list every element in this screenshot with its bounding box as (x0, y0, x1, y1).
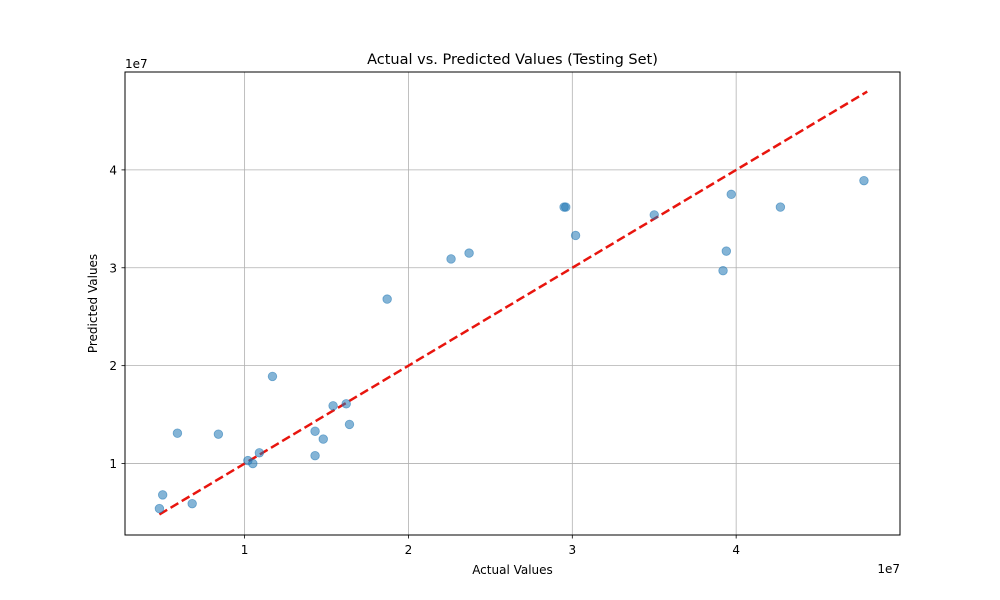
data-point (318, 434, 328, 444)
data-point (341, 399, 351, 409)
data-point (254, 448, 265, 458)
ticks-layer: 1 2 3 4 1 2 3 4 (109, 163, 740, 557)
points-layer (154, 175, 869, 514)
data-point (328, 401, 338, 411)
plot-frame (124, 71, 901, 536)
data-point (570, 230, 581, 241)
data-point (157, 490, 168, 500)
data-point (248, 458, 258, 469)
perfect-prediction-line (158, 90, 868, 516)
y-axis-offset-label: 1e7 (125, 57, 148, 71)
data-point (213, 429, 224, 439)
x-axis-offset-label: 1e7 (877, 562, 900, 576)
y-axis-title: Predicted Values (86, 254, 100, 353)
data-point (561, 202, 571, 212)
data-point (382, 294, 392, 304)
data-point (464, 248, 474, 258)
x-tick-label: 4 (732, 543, 740, 557)
data-point (718, 266, 728, 276)
data-point (726, 189, 736, 200)
data-point (154, 503, 165, 514)
reference-line-layer (158, 90, 868, 516)
data-point (775, 202, 786, 212)
x-axis-title: Actual Values (472, 563, 553, 577)
x-tick-label: 1 (241, 543, 249, 557)
y-tick-label: 2 (109, 359, 117, 373)
data-point (310, 426, 320, 436)
data-point (187, 498, 197, 509)
y-tick-label: 4 (109, 163, 117, 177)
y-tick-label: 1 (109, 457, 117, 471)
data-point (344, 419, 355, 430)
x-tick-label: 3 (568, 543, 576, 557)
x-tick-label: 2 (405, 543, 413, 557)
data-point (721, 246, 732, 256)
chart-title: Actual vs. Predicted Values (Testing Set… (367, 52, 658, 68)
data-point (649, 210, 659, 220)
y-tick-label: 3 (109, 261, 117, 275)
data-point (172, 428, 183, 438)
data-point (310, 451, 320, 461)
data-point (267, 371, 278, 382)
data-point (446, 254, 456, 264)
data-point (859, 175, 869, 186)
